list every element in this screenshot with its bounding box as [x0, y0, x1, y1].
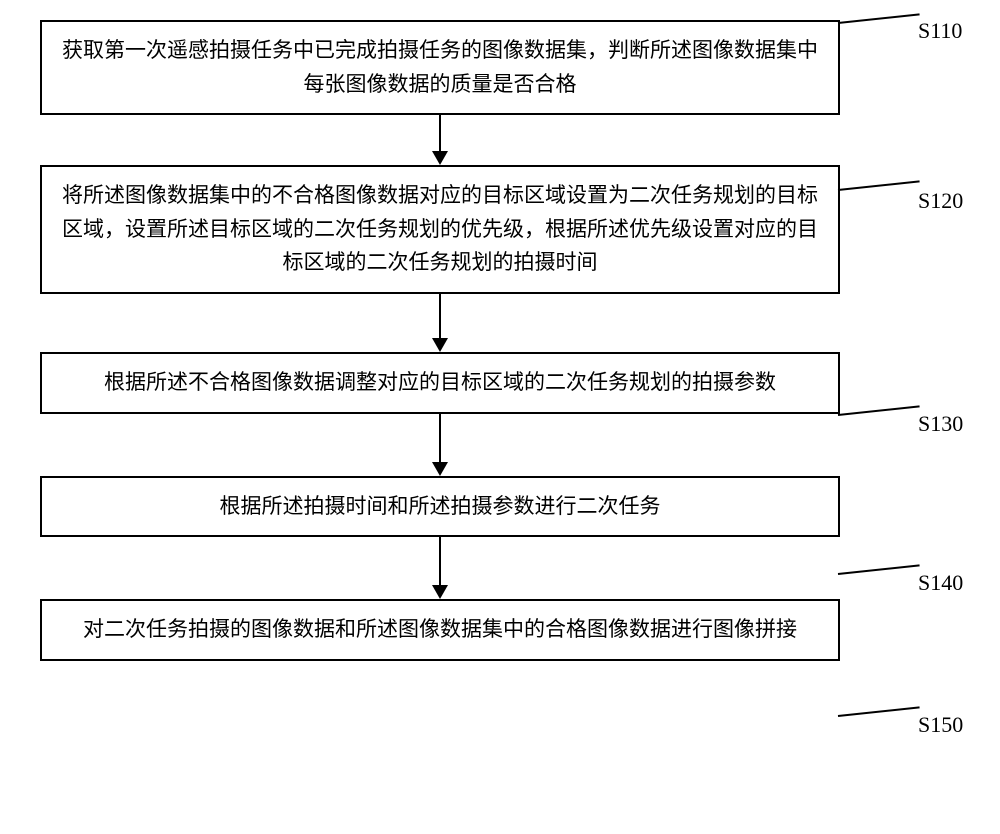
step-label-s120: S120 — [918, 188, 963, 214]
step-text: 对二次任务拍摄的图像数据和所述图像数据集中的合格图像数据进行图像拼接 — [83, 617, 797, 641]
step-text: 获取第一次遥感拍摄任务中已完成拍摄任务的图像数据集，判断所述图像数据集中每张图像… — [62, 38, 818, 96]
step-box-s110: 获取第一次遥感拍摄任务中已完成拍摄任务的图像数据集，判断所述图像数据集中每张图像… — [40, 20, 840, 115]
arrow-s120-s130 — [40, 294, 840, 352]
leader-line-s150 — [838, 706, 920, 717]
step-box-s150: 对二次任务拍摄的图像数据和所述图像数据集中的合格图像数据进行图像拼接 — [40, 599, 840, 661]
step-label-s150: S150 — [918, 712, 963, 738]
arrow-s130-s140 — [40, 414, 840, 476]
step-text: 将所述图像数据集中的不合格图像数据对应的目标区域设置为二次任务规划的目标区域，设… — [62, 183, 818, 274]
step-label-s110: S110 — [918, 18, 962, 44]
step-label-s140: S140 — [918, 570, 963, 596]
step-text: 根据所述拍摄时间和所述拍摄参数进行二次任务 — [220, 494, 661, 518]
step-box-s140: 根据所述拍摄时间和所述拍摄参数进行二次任务 — [40, 476, 840, 538]
step-box-s130: 根据所述不合格图像数据调整对应的目标区域的二次任务规划的拍摄参数 — [40, 352, 840, 414]
step-box-s120: 将所述图像数据集中的不合格图像数据对应的目标区域设置为二次任务规划的目标区域，设… — [40, 165, 840, 294]
arrow-s140-s150 — [40, 537, 840, 599]
step-text: 根据所述不合格图像数据调整对应的目标区域的二次任务规划的拍摄参数 — [104, 370, 776, 394]
arrow-s110-s120 — [40, 115, 840, 165]
flowchart-container: 获取第一次遥感拍摄任务中已完成拍摄任务的图像数据集，判断所述图像数据集中每张图像… — [40, 20, 960, 661]
step-label-s130: S130 — [918, 411, 963, 437]
